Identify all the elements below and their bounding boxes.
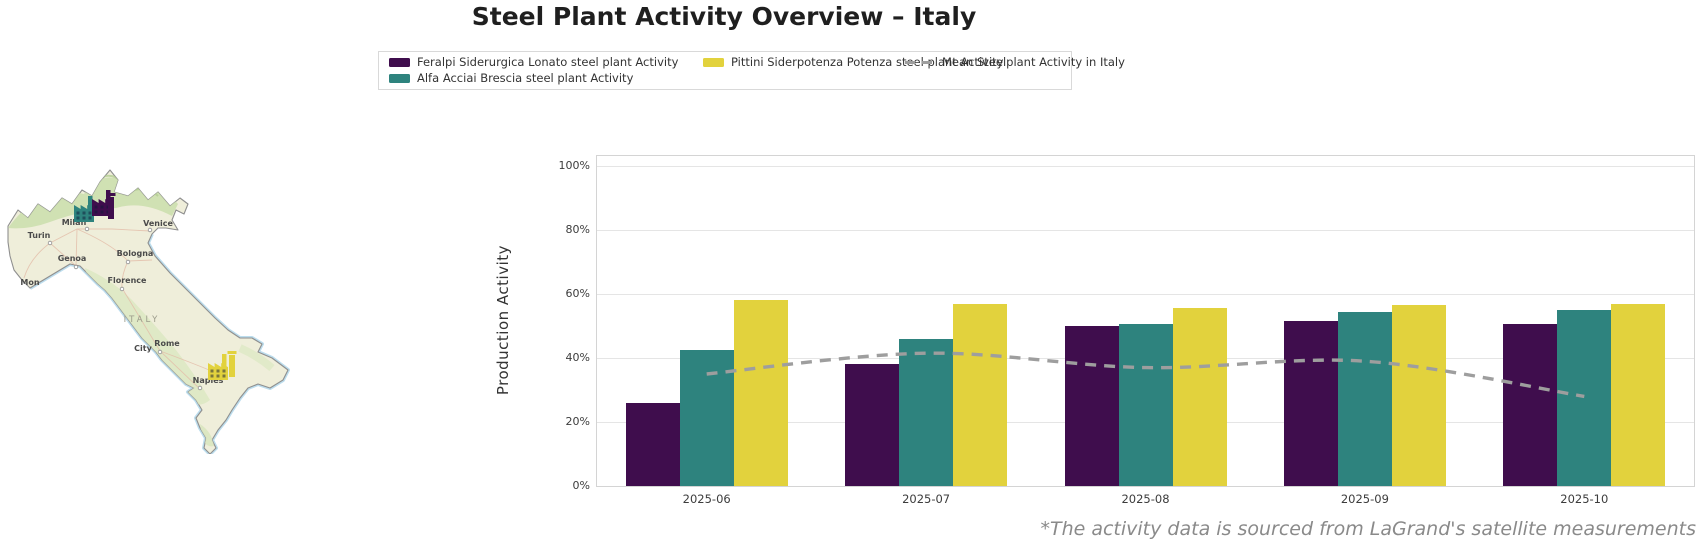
bar-series1-2025-08 [1064,326,1119,486]
city-label: Genoa [58,254,87,263]
bar-series2-2025-08 [1118,324,1173,486]
bar-series3-2025-08 [1172,308,1227,486]
legend: Feralpi Siderurgica Lonato steel plant A… [378,51,1125,90]
y-tick-label: 40% [565,351,590,364]
italy-outline [7,169,289,454]
city-label: Naples [193,376,224,385]
y-axis-title: Production Activity [494,244,512,396]
pittini-tower-marker [227,351,237,377]
bar-series3-2025-07 [953,303,1008,486]
mean-line [706,351,1585,399]
gridline [597,294,1694,295]
bar-series2-2025-09 [1337,311,1392,486]
legend-item-label: Mean Steelplant Activity in Italy [942,55,1125,69]
pittini-siderpotenza-marker [208,354,228,380]
x-tick-label: 2025-06 [682,492,731,506]
city-label: City [134,344,152,353]
city-dot [119,286,125,292]
bar-series3-2025-09 [1391,305,1446,486]
legend-item: Mean Steelplant Activity in Italy [905,55,1125,70]
city-label: Bologna [117,249,154,258]
legend-column: Mean Steelplant Activity in Italy [905,55,1125,85]
city-label: Milan [62,218,87,227]
legend-item: Feralpi Siderurgica Lonato steel plant A… [389,55,703,70]
legend-item-label: Pittini Siderpotenza Potenza steel plant… [731,55,1004,69]
legend-item: Pittini Siderpotenza Potenza steel plant… [703,55,1003,70]
city-dot [125,259,131,265]
city-dot [147,227,153,233]
city-dot [73,264,79,270]
feralpi-tower-marker [106,193,116,219]
bar-series3-2025-10 [1611,303,1666,486]
italy-map: Turin Milan Genoa Venice Bologna Florence Rome… [7,169,290,454]
bar-series3-2025-06 [733,300,788,486]
legend-dashed-line-swatch [905,61,935,65]
legend-item-label: Feralpi Siderurgica Lonato steel plant A… [417,55,679,69]
mean-line-layer [706,351,1585,399]
legend-color-swatch [389,73,410,83]
bar-series2-2025-07 [899,338,954,486]
gridline [597,166,1694,167]
y-tick-label: 20% [565,415,590,428]
x-tick-label: 2025-08 [1121,492,1170,506]
bar-series1-2025-09 [1283,321,1338,486]
x-tick-label: 2025-07 [902,492,951,506]
y-tick-label: 0% [572,479,590,492]
city-label: Florence [108,276,148,285]
page-title: Steel Plant Activity Overview – Italy [471,2,977,31]
bar-series1-2025-10 [1503,324,1558,486]
city-label: Mon [20,278,39,287]
city-dot [197,385,203,391]
city-label: Rome [154,339,180,348]
footnote: *The activity data is sourced from LaGra… [1040,518,1696,540]
city-label: Venice [143,219,173,228]
bar-series1-2025-06 [625,402,680,486]
plot-area: 0% 20% 40% 60% 80% 100% 2025-06 2025-07 2025-08 2… [559,155,1695,506]
legend-item: Alfa Acciai Brescia steel plant Activity [389,70,703,86]
legend-color-swatch [389,58,410,68]
y-tick-label: 100% [558,159,590,172]
legend-color-swatch [703,58,724,68]
gridline [597,230,1694,231]
city-dot [47,240,53,246]
legend-item-label: Alfa Acciai Brescia steel plant Activity [417,70,634,85]
city-dot [157,349,163,355]
x-tick-label: 2025-10 [1560,492,1609,506]
legend-column: Feralpi Siderurgica Lonato steel plant A… [389,55,703,86]
legend-column: Pittini Siderpotenza Potenza steel plant… [703,55,1003,85]
y-axis-title-box: Production Activity [494,155,512,485]
y-tick-label: 60% [565,287,590,300]
alfa-acciai-brescia-marker [74,196,94,222]
city-label: Turin [28,231,51,240]
country-label: ITALY [124,315,161,325]
bar-series2-2025-10 [1557,310,1612,486]
y-tick-label: 80% [565,223,590,236]
chart: 0% 20% 40% 60% 80% 100% 2025-06 2025-07 2025-08 2… [559,155,1695,506]
city-dot [84,226,90,232]
bar-series1-2025-07 [845,364,900,486]
x-tick-label: 2025-09 [1340,492,1389,506]
